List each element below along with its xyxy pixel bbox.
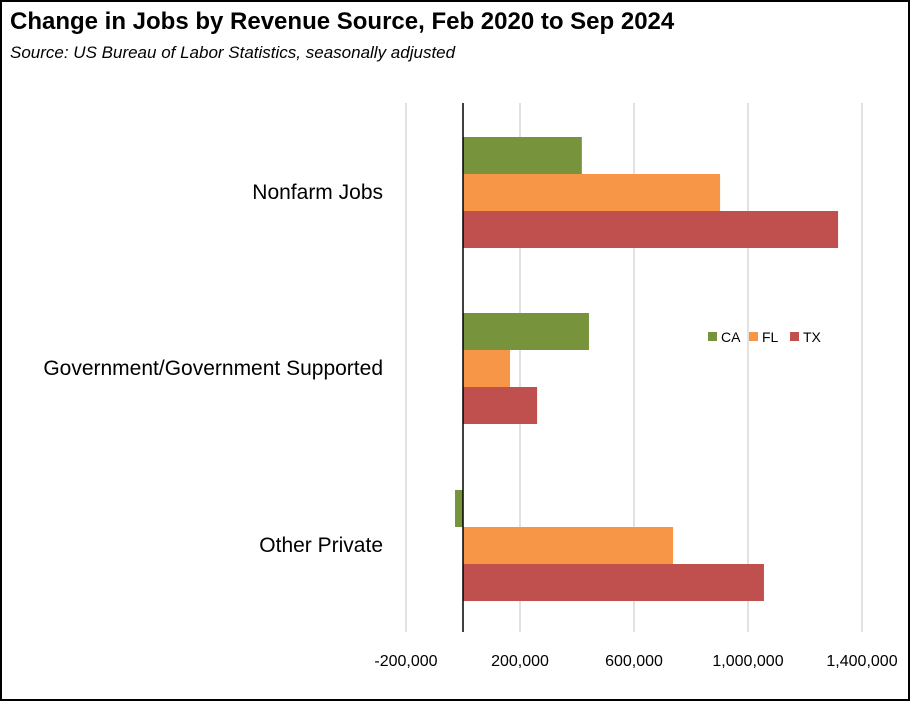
category-label: Nonfarm Jobs [252, 181, 383, 204]
category-label: Government/Government Supported [43, 357, 383, 380]
x-tick-label: 1,000,000 [712, 653, 783, 670]
bar-tx [463, 387, 538, 424]
chart-subtitle: Source: US Bureau of Labor Statistics, s… [10, 43, 456, 62]
legend-swatch-tx [790, 332, 799, 341]
bar-tx [463, 211, 839, 248]
legend-label: TX [803, 329, 822, 345]
chart-title: Change in Jobs by Revenue Source, Feb 20… [10, 8, 675, 35]
bar-ca [463, 313, 589, 350]
legend-label: CA [721, 329, 741, 345]
bar-fl [463, 174, 721, 211]
bar-fl [463, 527, 674, 564]
x-tick-label: 1,400,000 [826, 653, 897, 670]
x-tick-label: 600,000 [605, 653, 663, 670]
legend-swatch-ca [708, 332, 717, 341]
x-tick-label: 200,000 [491, 653, 549, 670]
x-tick-label: -200,000 [374, 653, 437, 670]
bar-ca [463, 137, 582, 174]
category-label: Other Private [259, 534, 383, 557]
bar-tx [463, 564, 764, 601]
legend-label: FL [762, 329, 779, 345]
bar-ca [455, 490, 463, 527]
bar-fl [463, 350, 511, 387]
legend-swatch-fl [749, 332, 758, 341]
